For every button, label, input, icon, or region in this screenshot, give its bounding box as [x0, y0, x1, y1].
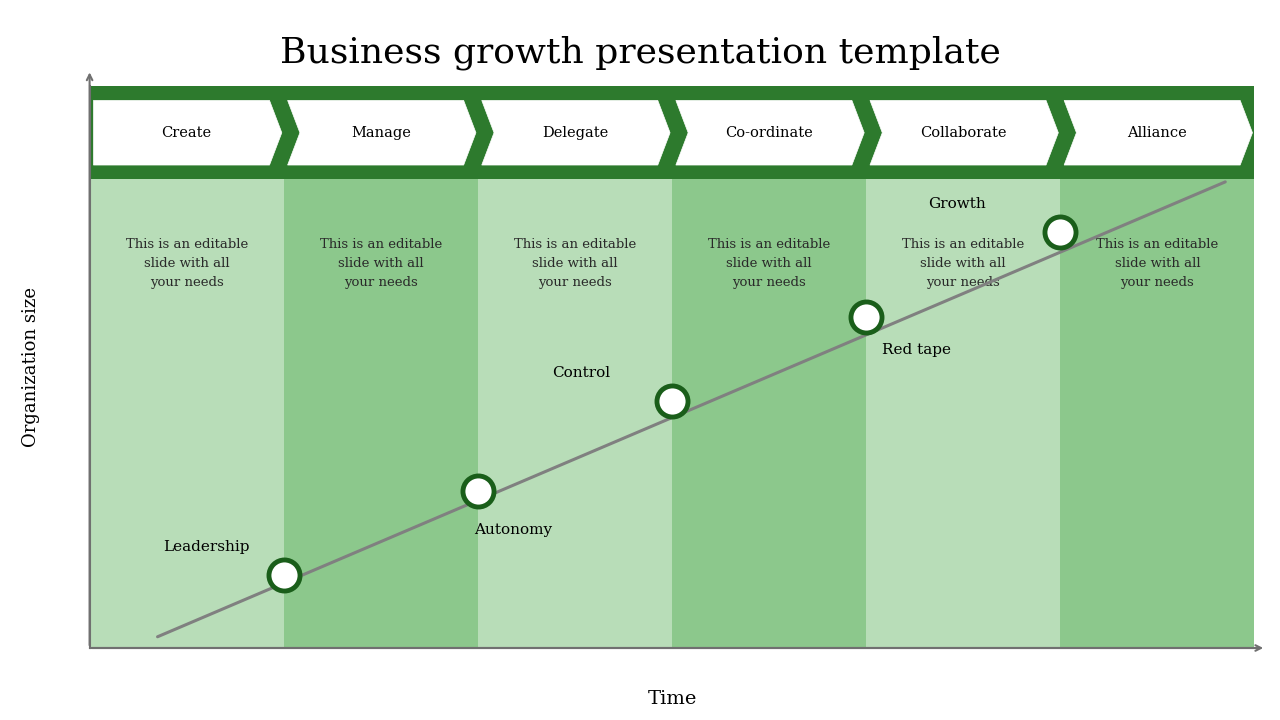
Bar — [284, 86, 477, 648]
Polygon shape — [1064, 100, 1252, 165]
Text: This is an editable
slide with all
your needs: This is an editable slide with all your … — [320, 238, 442, 289]
Text: This is an editable
slide with all
your needs: This is an editable slide with all your … — [902, 238, 1024, 289]
Text: Co-ordinate: Co-ordinate — [726, 126, 813, 140]
Text: Time: Time — [648, 690, 696, 708]
Text: Control: Control — [552, 366, 609, 380]
Text: Leadership: Leadership — [164, 540, 250, 554]
Bar — [90, 86, 284, 648]
Text: Red tape: Red tape — [882, 343, 951, 357]
Point — [467, 485, 488, 497]
Bar — [477, 86, 672, 648]
Bar — [672, 86, 867, 648]
Text: This is an editable
slide with all
your needs: This is an editable slide with all your … — [1096, 238, 1219, 289]
Text: Growth: Growth — [928, 197, 986, 212]
Polygon shape — [93, 100, 282, 165]
Point — [662, 395, 682, 407]
Text: Delegate: Delegate — [541, 126, 608, 140]
Polygon shape — [288, 100, 476, 165]
Point — [856, 311, 877, 323]
Text: This is an editable
slide with all
your needs: This is an editable slide with all your … — [125, 238, 248, 289]
Text: Organization size: Organization size — [22, 287, 41, 447]
Text: Autonomy: Autonomy — [474, 523, 552, 537]
Polygon shape — [870, 100, 1059, 165]
Point — [274, 570, 294, 581]
Text: Alliance: Alliance — [1128, 126, 1188, 140]
Bar — [90, 86, 1254, 179]
Polygon shape — [481, 100, 669, 165]
Point — [1050, 227, 1070, 238]
Text: This is an editable
slide with all
your needs: This is an editable slide with all your … — [513, 238, 636, 289]
Text: Collaborate: Collaborate — [920, 126, 1006, 140]
Polygon shape — [676, 100, 864, 165]
Bar — [867, 86, 1060, 648]
Text: Manage: Manage — [351, 126, 411, 140]
Text: This is an editable
slide with all
your needs: This is an editable slide with all your … — [708, 238, 831, 289]
Text: Create: Create — [161, 126, 211, 140]
Text: Business growth presentation template: Business growth presentation template — [279, 36, 1001, 71]
Bar — [1060, 86, 1254, 648]
